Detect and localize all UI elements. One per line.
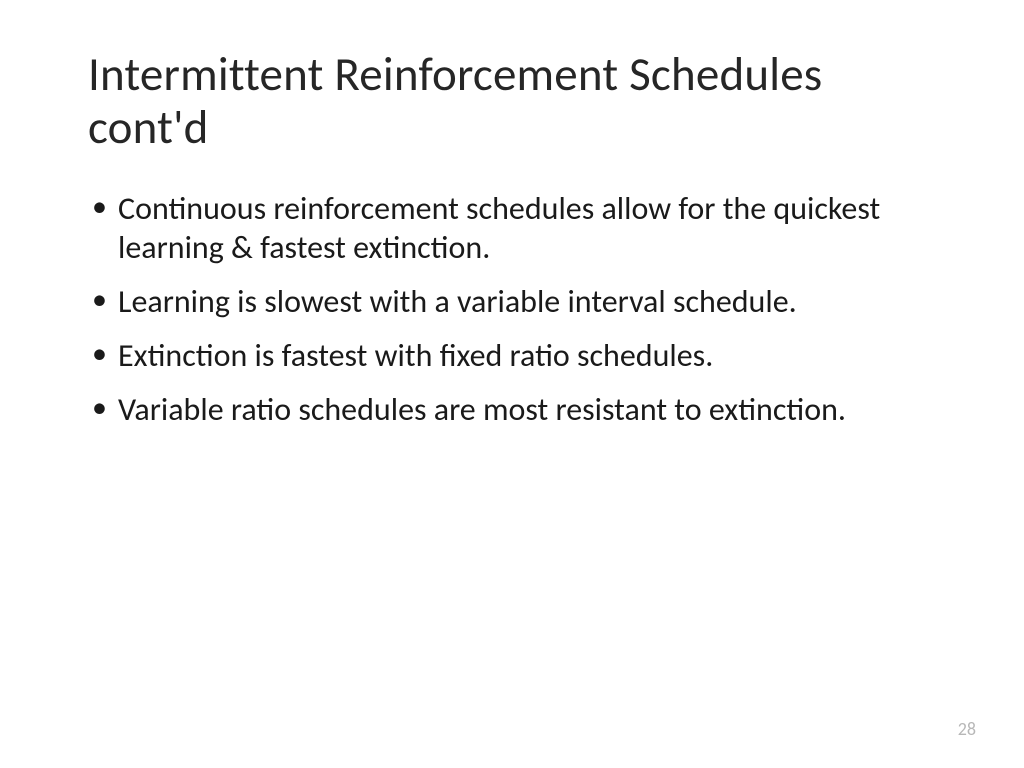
bullet-list: Continuous reinforcement schedules allow…: [88, 189, 936, 429]
slide-title: Intermittent Reinforcement Schedules con…: [88, 48, 936, 153]
list-item: Learning is slowest with a variable inte…: [88, 282, 936, 321]
slide-container: Intermittent Reinforcement Schedules con…: [0, 0, 1024, 768]
list-item: Continuous reinforcement schedules allow…: [88, 189, 936, 267]
page-number: 28: [958, 718, 976, 740]
list-item: Extinction is fastest with fixed ratio s…: [88, 336, 936, 375]
list-item: Variable ratio schedules are most resist…: [88, 390, 936, 429]
